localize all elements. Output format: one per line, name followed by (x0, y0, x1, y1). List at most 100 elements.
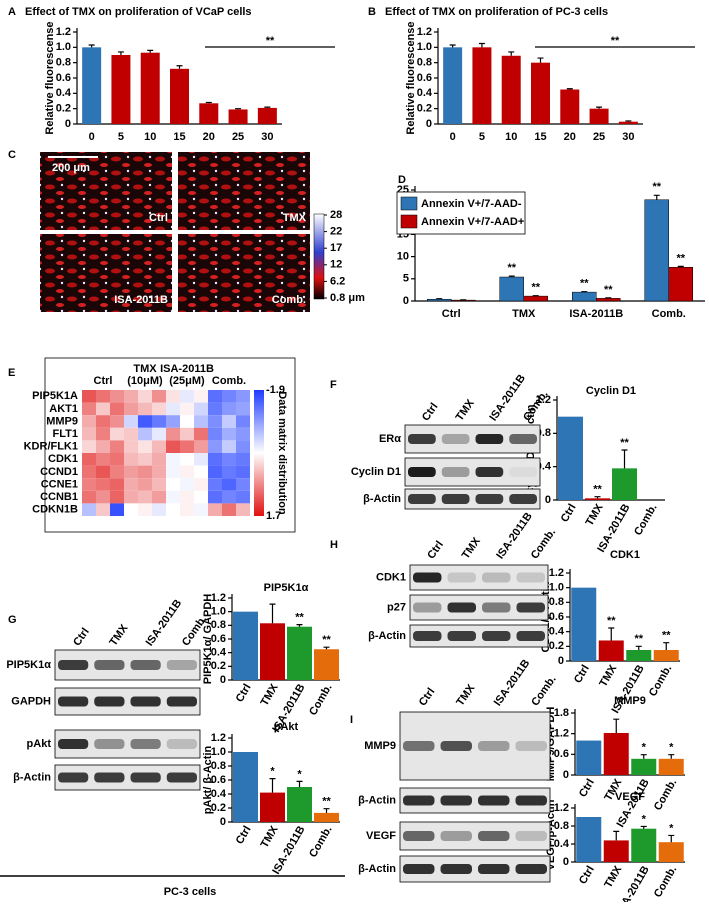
bar (571, 588, 596, 661)
x-tick-label: Ctrl (572, 663, 592, 685)
colorbar-tick-label: 12 (330, 259, 342, 271)
heatmap-cell (166, 453, 180, 466)
significance: ** (322, 796, 331, 808)
colorbar (314, 214, 324, 299)
row-label: CCNB1 (40, 491, 78, 503)
blot-band (58, 773, 88, 783)
heatmap-cell (222, 453, 236, 466)
y-tick-label: 1.0 (56, 41, 71, 53)
chart-title: PIP5K1α (264, 582, 309, 594)
heatmap-cell (124, 428, 138, 441)
heatmap-cell (110, 403, 124, 416)
heatmap-cell (180, 415, 194, 428)
bar (596, 298, 620, 301)
error-bar (450, 45, 456, 47)
micrograph-label: Comb. (272, 294, 306, 306)
error-bar (324, 809, 330, 813)
blot-band (413, 573, 442, 583)
x-tick-label: 25 (232, 131, 244, 143)
heatmap-cell (124, 440, 138, 453)
colorbar-label: Data matrix distribution (276, 391, 288, 515)
y-tick-label: 0.6 (417, 72, 432, 84)
bar (258, 108, 277, 124)
heatmap-cell (138, 415, 152, 428)
heatmap-cell (152, 440, 166, 453)
heatmap-cell (138, 428, 152, 441)
error-bar (654, 195, 660, 199)
bar (654, 650, 679, 661)
heatmap-cell (180, 503, 194, 516)
heatmap-cell (166, 440, 180, 453)
blot-band (476, 434, 504, 444)
heatmap-cell (152, 453, 166, 466)
significance: * (669, 742, 674, 754)
heatmap-cell (152, 466, 166, 479)
blot-band (442, 434, 470, 444)
heatmap-cell (96, 428, 110, 441)
y-tick-label: 0.2 (56, 103, 71, 115)
heatmap-cell (208, 428, 222, 441)
blot-band (403, 864, 435, 874)
x-tick-label: TMX (512, 308, 536, 320)
y-tick-label: 0 (563, 856, 569, 868)
blot-row-label: β-Actin (13, 771, 51, 783)
bar (260, 793, 285, 822)
heatmap-cell (180, 491, 194, 504)
blot-band (516, 741, 548, 751)
error-bar (538, 58, 544, 63)
x-tick-label: TMX (259, 681, 281, 708)
blot-band (403, 796, 435, 806)
x-tick-label: Comb. (652, 308, 686, 320)
y-tick-label: 10 (397, 251, 409, 263)
heatmap-cell (208, 466, 222, 479)
blot-row-label: ERα (379, 433, 401, 445)
heatmap-cell (208, 403, 222, 416)
micrograph-label: TMX (283, 212, 307, 224)
heatmap-cell (138, 466, 152, 479)
error-bar (668, 755, 674, 759)
heatmap-cell (236, 440, 250, 453)
error-bar (508, 52, 514, 56)
lane-label: Ctrl (420, 401, 441, 423)
bar (659, 842, 684, 862)
blot-row-label: p27 (387, 601, 406, 613)
heatmap-cell (152, 428, 166, 441)
heatmap-cell (194, 453, 208, 466)
x-tick-label: 5 (479, 131, 485, 143)
heatmap-cell (208, 478, 222, 491)
blot-band (94, 773, 124, 783)
error-bar (118, 52, 124, 55)
blot-band (441, 831, 473, 841)
blot-band (167, 697, 197, 707)
blot-row-label: pAkt (27, 738, 52, 750)
heatmap-cell (138, 503, 152, 516)
error-bar (206, 103, 212, 104)
bar (585, 498, 610, 500)
heatmap-cell (124, 478, 138, 491)
blot-band (448, 573, 477, 583)
heatmap-cell (236, 428, 250, 441)
y-tick-label: 0 (545, 494, 551, 506)
heatmap-cell (124, 403, 138, 416)
blot-band (516, 796, 548, 806)
blot-band (408, 434, 436, 444)
heatmap-cell (110, 478, 124, 491)
heatmap-cell (236, 478, 250, 491)
blot-band (403, 831, 435, 841)
bar (314, 813, 339, 822)
blot-band (167, 773, 197, 783)
heatmap-cell (194, 415, 208, 428)
significance: ** (634, 633, 643, 645)
legend-swatch (401, 197, 417, 210)
error-bar (608, 628, 614, 640)
chart-title: Cyclin D1 (586, 385, 636, 397)
error-bar (596, 107, 602, 109)
error-bar (324, 647, 330, 649)
y-tick-label: 0.2 (417, 103, 432, 115)
heatmap-cell (166, 491, 180, 504)
blot-band (516, 864, 548, 874)
heatmap-cell (222, 428, 236, 441)
bar (141, 53, 160, 124)
y-axis-label: Relative fluorescense (44, 21, 56, 134)
significance: ** (662, 630, 671, 642)
